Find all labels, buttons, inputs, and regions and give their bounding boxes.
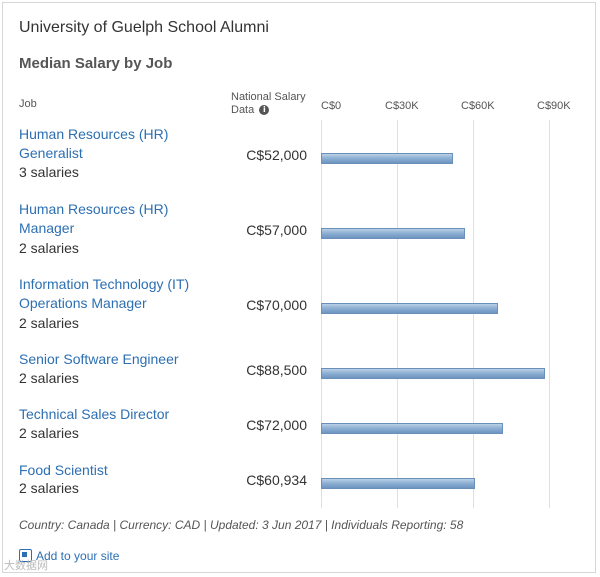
job-link-0[interactable]: Human Resources (HR) Generalist (19, 126, 169, 161)
job-link-1[interactable]: Human Resources (HR) Manager (19, 201, 169, 236)
salary-count-2: 2 salaries (19, 315, 79, 331)
salary-bar-3 (321, 368, 546, 379)
job-link-4[interactable]: Technical Sales Director (19, 406, 170, 422)
salary-bar-0 (321, 153, 453, 164)
watermark: 大数据网 (4, 560, 48, 572)
salary-value-1: C$57,000 (246, 222, 307, 238)
tick-label-3: C$90K (537, 100, 571, 112)
job-column-header: Job (19, 98, 37, 110)
info-icon[interactable]: i (259, 105, 270, 116)
salary-bar-1 (321, 228, 466, 239)
tick-label-0: C$0 (321, 100, 342, 112)
job-link-5[interactable]: Food Scientist (19, 462, 108, 478)
gridline-0 (321, 120, 322, 508)
tick-label-1: C$30K (385, 100, 419, 112)
salary-value-3: C$88,500 (246, 362, 307, 378)
salary-value-2: C$70,000 (246, 297, 307, 313)
salary-bar-5 (321, 478, 476, 489)
salary-count-0: 3 salaries (19, 164, 79, 180)
job-link-2[interactable]: Information Technology (IT) Operations M… (19, 276, 190, 311)
salary-count-3: 2 salaries (19, 370, 79, 386)
salary-value-5: C$60,934 (246, 472, 307, 488)
salary-count-4: 2 salaries (19, 425, 79, 441)
footer-note: Country: Canada | Currency: CAD | Update… (19, 518, 464, 532)
add-to-site-link[interactable]: Add to your site (19, 549, 119, 563)
salary-count-5: 2 salaries (19, 480, 79, 496)
add-to-site-label: Add to your site (36, 549, 120, 563)
school-title: University of Guelph School Alumni (19, 19, 269, 36)
salary-widget: University of Guelph School Alumni Media… (2, 2, 596, 573)
gridline-2 (473, 120, 474, 508)
salary-bar-4 (321, 423, 504, 434)
salary-value-0: C$52,000 (246, 147, 307, 163)
salary-value-4: C$72,000 (246, 417, 307, 433)
gridline-3 (549, 120, 550, 508)
chart-title: Median Salary by Job (19, 55, 173, 72)
salary-count-1: 2 salaries (19, 240, 79, 256)
gridline-1 (397, 120, 398, 508)
salary-bar-2 (321, 303, 499, 314)
national-salary-label: National Salary Data (231, 91, 306, 116)
tick-label-2: C$60K (461, 100, 495, 112)
national-salary-header: National Salary Data i (231, 91, 311, 117)
embed-icon (19, 549, 32, 562)
job-link-3[interactable]: Senior Software Engineer (19, 351, 179, 367)
